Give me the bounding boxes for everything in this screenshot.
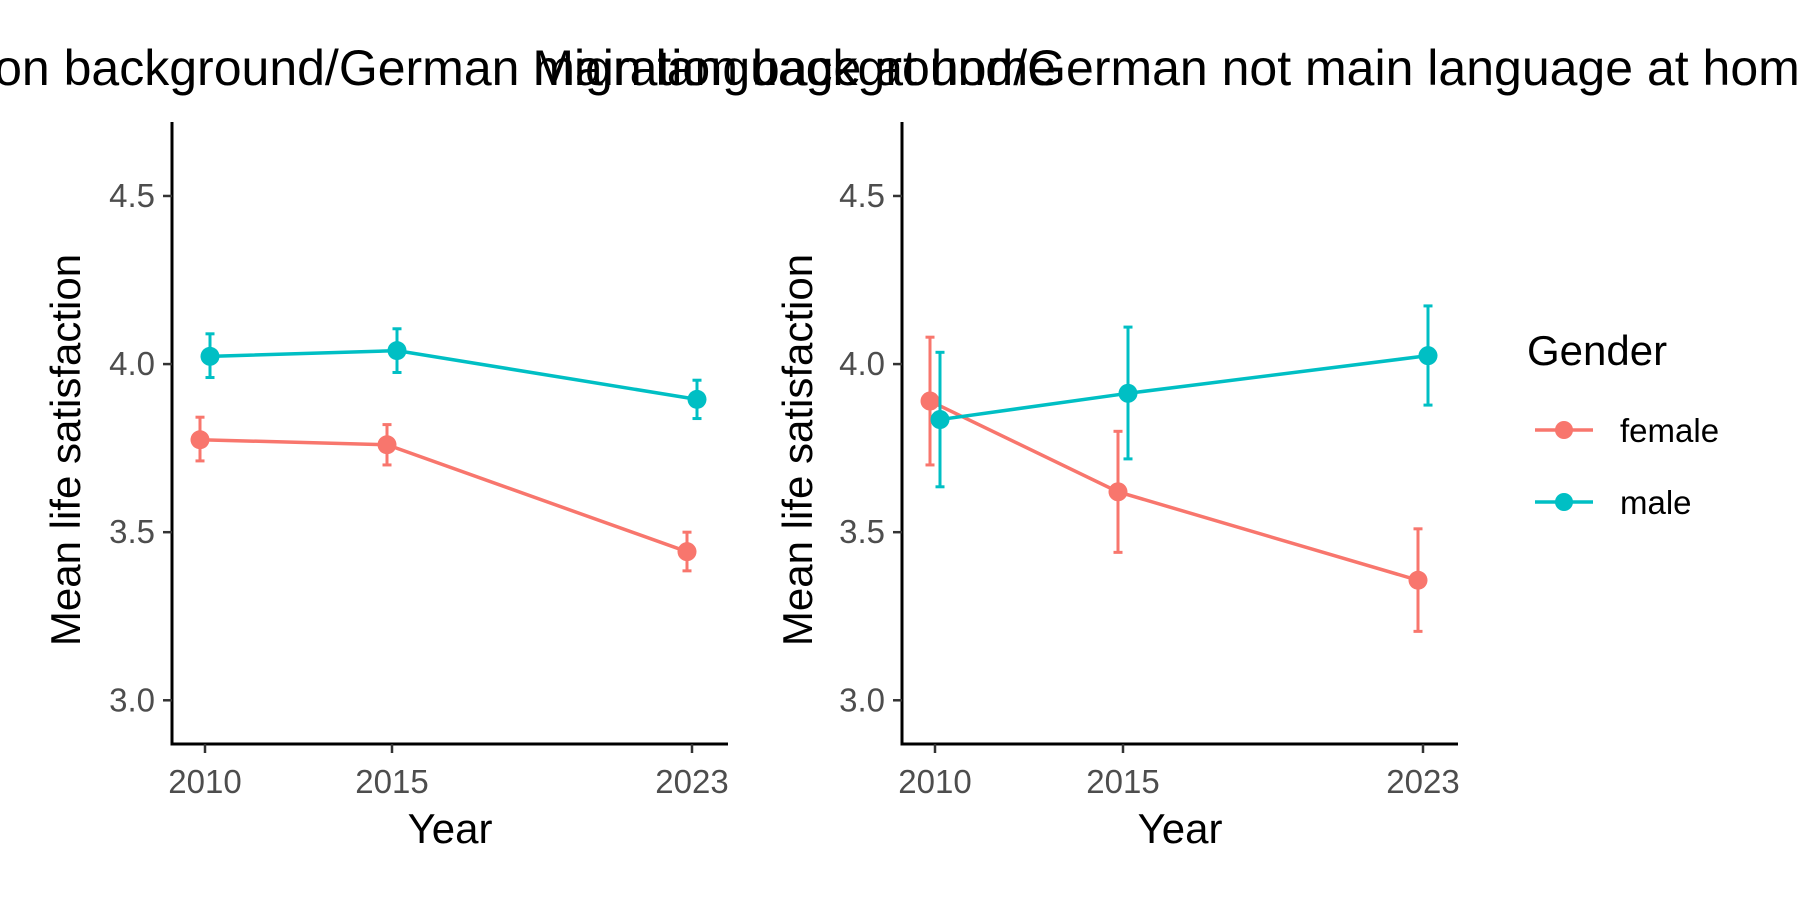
panel-2: Migration background/German not main lan… [532, 40, 1800, 852]
panel-1-y-tick-label: 3.5 [109, 513, 155, 550]
panel-2-x-tick-label: 2010 [898, 763, 971, 800]
panel-1-female-point [377, 435, 397, 455]
panel-1-male-point [687, 389, 707, 409]
panel-1-plot-area: 3.0 3.5 4.0 4.5 2010 2015 2023 [109, 122, 729, 800]
panel-1-y-tick-label: 4.0 [109, 345, 155, 382]
legend-key-point-female [1555, 421, 1573, 439]
panel-1-title: Migration background/German main languag… [0, 40, 1056, 96]
panel-1-x-tick-label: 2023 [655, 763, 728, 800]
legend-label-male: male [1620, 484, 1692, 521]
panel-2-title: Migration background/German not main lan… [532, 40, 1800, 96]
legend-item-female: female [1535, 412, 1719, 449]
panel-2-y-axis-title: Mean life satisfaction [774, 254, 821, 646]
panel-1: Migration background/German main languag… [0, 40, 1056, 852]
panel-1-male-point [387, 341, 407, 361]
panel-1-x-axis-title: Year [408, 805, 493, 852]
legend-key-point-male [1555, 493, 1573, 511]
panel-2-female-point [920, 391, 940, 411]
panel-1-series-male [200, 327, 707, 421]
panel-2-y-tick-label: 4.0 [839, 345, 885, 382]
panel-2-y-tick-label: 4.5 [839, 177, 885, 214]
panel-1-y-tick-label: 4.5 [109, 177, 155, 214]
panel-1-male-point [200, 346, 220, 366]
panel-2-y-tick-label: 3.5 [839, 513, 885, 550]
legend: Gender female male [1527, 327, 1719, 521]
panel-2-female-point [1408, 570, 1428, 590]
panel-2-x-tick-label: 2023 [1386, 763, 1459, 800]
panel-1-y-tick-label: 3.0 [109, 681, 155, 718]
panel-2-y-tick-label: 3.0 [839, 681, 885, 718]
panel-1-female-point [190, 430, 210, 450]
panel-1-y-axis-title: Mean life satisfaction [42, 254, 89, 646]
panel-1-x-tick-label: 2010 [168, 763, 241, 800]
legend-label-female: female [1620, 412, 1719, 449]
panel-2-male-point [1418, 346, 1438, 366]
panel-2-male-point [930, 410, 950, 430]
panel-2-female-point [1108, 482, 1128, 502]
panel-2-series-female [920, 335, 1428, 633]
panel-2-x-axis-title: Year [1138, 805, 1223, 852]
panel-1-x-tick-label: 2015 [355, 763, 428, 800]
panel-2-male-point [1118, 383, 1138, 403]
legend-title: Gender [1527, 327, 1667, 374]
panel-1-series-female [190, 415, 697, 573]
panel-2-plot-area: 3.0 3.5 4.0 4.5 2010 2015 2023 [839, 122, 1460, 800]
legend-item-male: male [1535, 484, 1692, 521]
panel-1-female-point [677, 542, 697, 562]
panel-2-x-tick-label: 2015 [1086, 763, 1159, 800]
panel-2-series-male [930, 304, 1438, 489]
